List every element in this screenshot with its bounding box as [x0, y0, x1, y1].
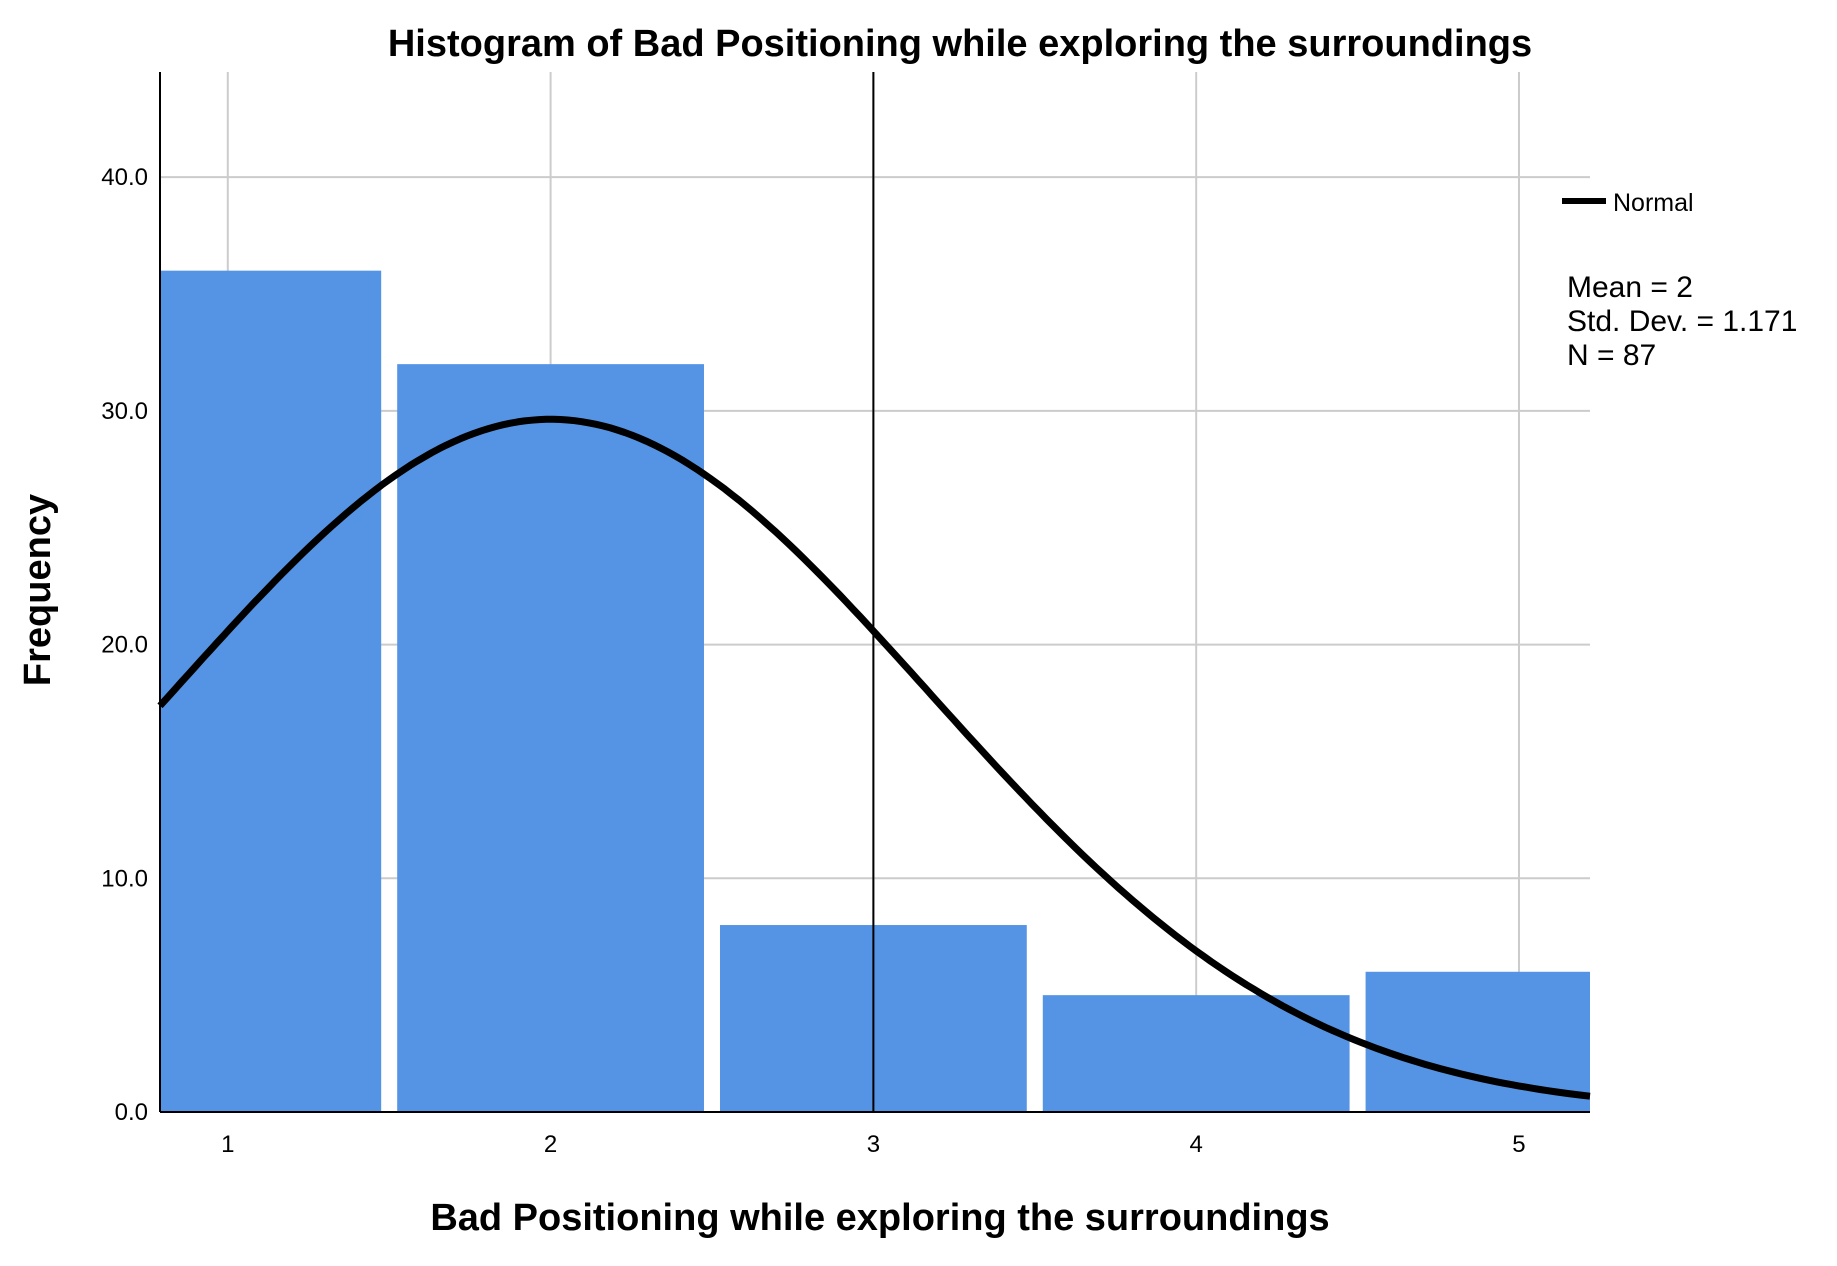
normal-curve-line — [157, 415, 1591, 1100]
y-tick-label-1: 10.0 — [101, 865, 148, 892]
y-tick-label-0: 0.0 — [115, 1099, 148, 1126]
bar-1 — [160, 270, 382, 1112]
stats-n: N = 87 — [1567, 339, 1656, 372]
legend: Normal — [1562, 189, 1694, 217]
axes — [159, 72, 1590, 1113]
bar-2 — [397, 364, 704, 1112]
x-tick-label-1: 1 — [221, 1131, 234, 1158]
stats-std-dev: Std. Dev. = 1.171 — [1567, 305, 1797, 338]
bar-4 — [1042, 995, 1350, 1112]
chart-title: Histogram of Bad Positioning while explo… — [388, 23, 1532, 65]
stats-box: Mean = 2 Std. Dev. = 1.171 N = 87 — [1567, 271, 1797, 372]
y-tick-label-2: 20.0 — [101, 632, 148, 659]
bars — [160, 270, 1590, 1112]
normal-curve — [157, 415, 1591, 1100]
y-axis-title: Frequency — [17, 494, 59, 686]
legend-label: Normal — [1613, 189, 1694, 217]
x-tick-label-3: 3 — [867, 1131, 880, 1158]
stats-mean: Mean = 2 — [1567, 271, 1693, 304]
y-tick-labels: 0.0 10.0 20.0 30.0 40.0 — [101, 164, 148, 1126]
x-tick-label-4: 4 — [1190, 1131, 1203, 1158]
y-tick-label-4: 40.0 — [101, 164, 148, 191]
x-tick-labels: 1 2 3 4 5 — [221, 1131, 1526, 1158]
x-tick-label-5: 5 — [1512, 1131, 1525, 1158]
x-axis-title: Bad Positioning while exploring the surr… — [430, 1197, 1329, 1239]
y-tick-label-3: 30.0 — [101, 398, 148, 425]
x-tick-label-2: 2 — [544, 1131, 557, 1158]
